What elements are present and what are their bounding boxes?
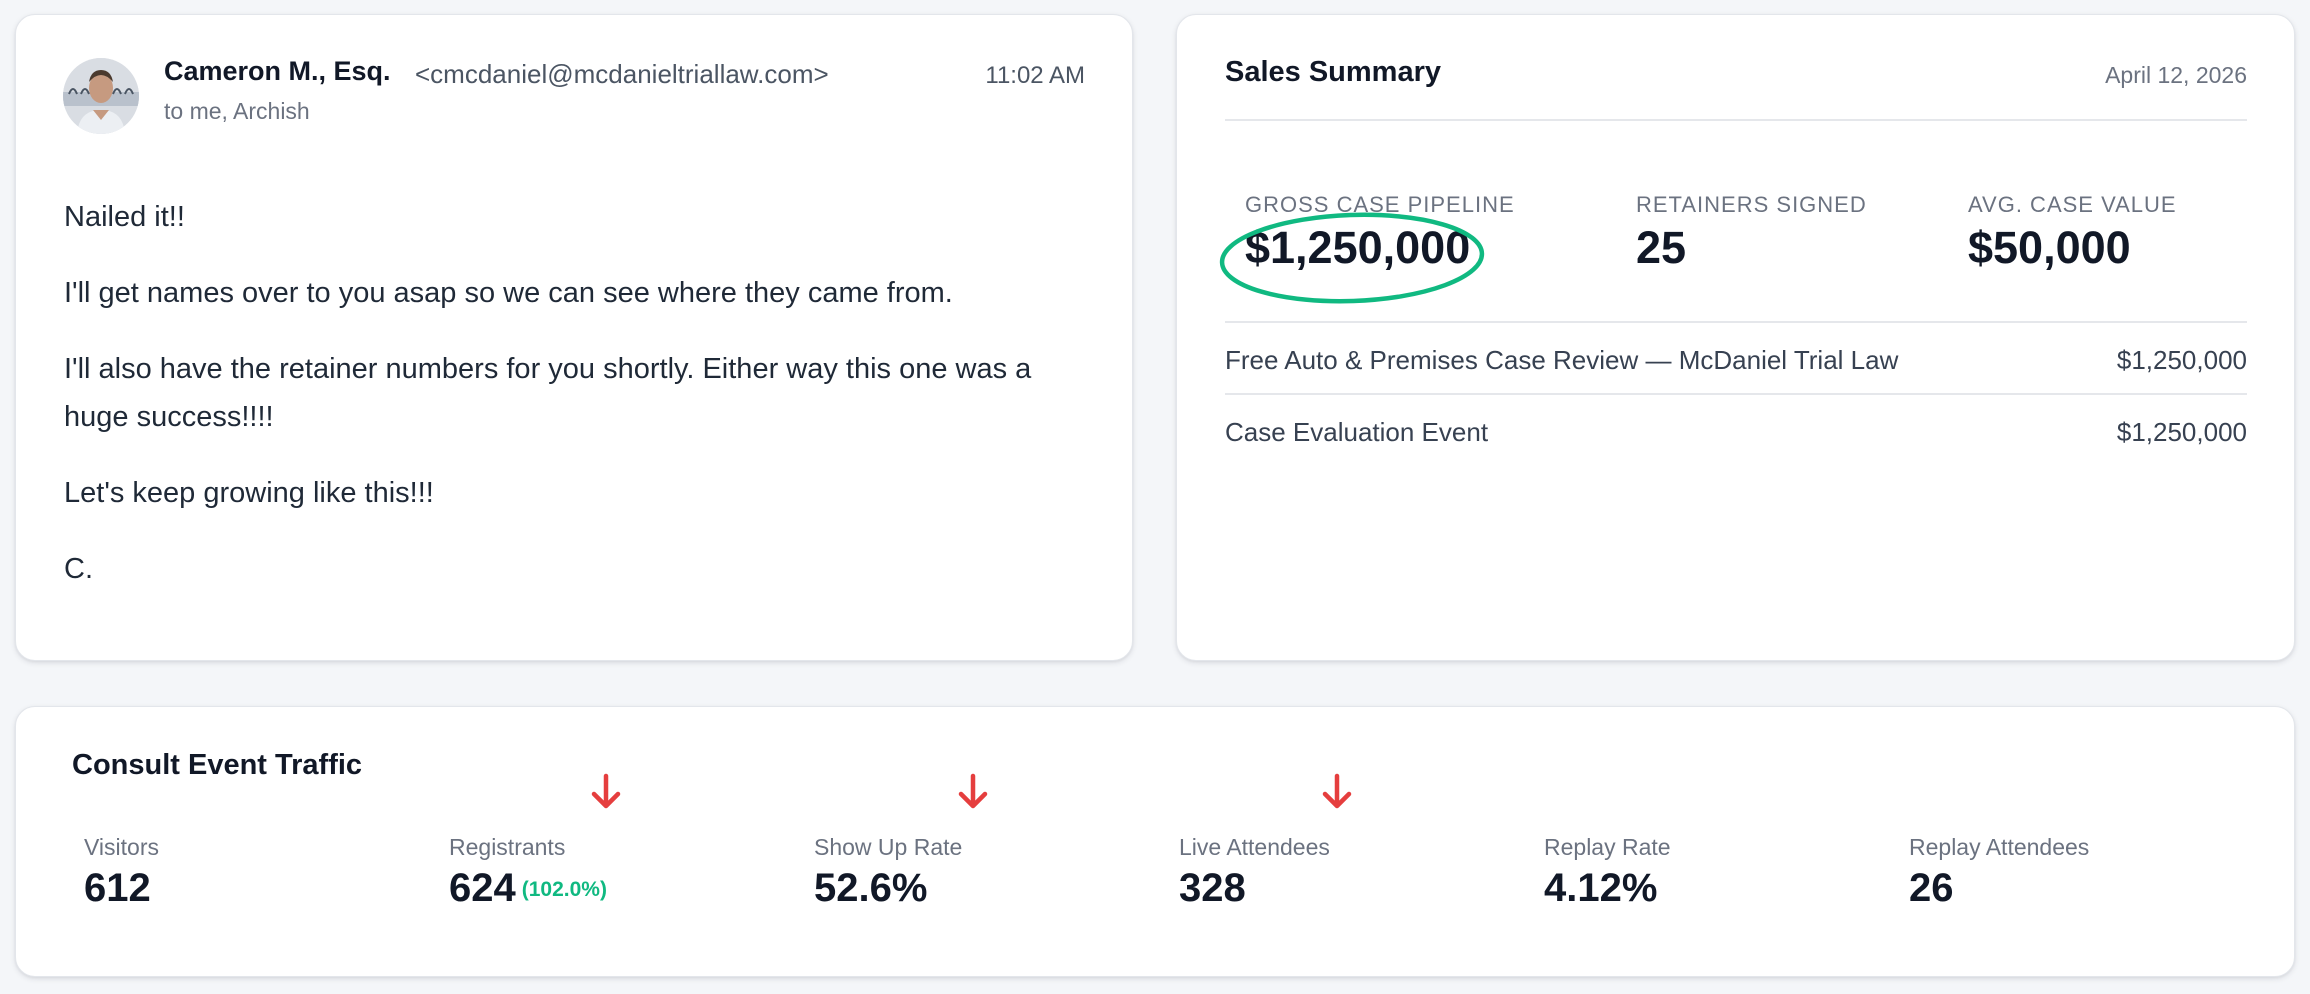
person-avatar-icon — [63, 58, 139, 134]
stat-label-visitors: Visitors — [84, 834, 159, 860]
sales-summary-card: Sales Summary April 12, 2026 GROSS CASE … — [1176, 14, 2295, 661]
sales-summary-title: Sales Summary — [1225, 56, 1442, 88]
stat-label-replay-attendees: Replay Attendees — [1909, 834, 2090, 860]
email-body-line: Let's keep growing like this!!! — [64, 477, 434, 509]
stat-label-registrants: Registrants — [449, 834, 566, 860]
sales-row-label: Free Auto & Premises Case Review — McDan… — [1225, 345, 1899, 375]
stat-value-replay-rate: 4.12% — [1544, 866, 1658, 910]
sales-row-label: Case Evaluation Event — [1225, 417, 1489, 447]
registrants-delta-badge: (102.0%) — [521, 878, 607, 902]
down-arrow-icon — [958, 773, 988, 809]
email-body: Nailed it!! I'll get names over to you a… — [64, 193, 1094, 621]
email-body-line: I'll get names over to you asap so we ca… — [64, 277, 953, 309]
metric-value-gross-pipeline: $1,250,000 — [1245, 222, 1471, 273]
stat-value-live-attendees: 328 — [1179, 866, 1246, 910]
stat-value-visitors: 612 — [84, 866, 151, 910]
email-body-line: Nailed it!! — [64, 201, 185, 233]
metric-label-retainers-signed: RETAINERS SIGNED — [1636, 192, 1867, 217]
sender-avatar[interactable] — [63, 58, 139, 134]
email-body-line: I'll also have the retainer numbers for … — [64, 353, 1032, 433]
email-signature: C. — [64, 553, 93, 585]
stat-label-show-up-rate: Show Up Rate — [814, 834, 963, 860]
traffic-title: Consult Event Traffic — [72, 749, 363, 781]
sales-row-value: $1,250,000 — [2116, 345, 2247, 375]
metric-value-avg-case-value: $50,000 — [1968, 222, 2131, 273]
metric-label-avg-case-value: AVG. CASE VALUE — [1968, 192, 2177, 217]
stat-value-replay-attendees: 26 — [1909, 866, 1954, 910]
sales-summary-date: April 12, 2026 — [2105, 62, 2247, 88]
consult-event-traffic-card: Consult Event Traffic Visitors 612 Regis… — [15, 706, 2295, 977]
stat-value-registrants-number: 624 — [449, 866, 516, 910]
sales-row-value: $1,250,000 — [2116, 417, 2247, 447]
stat-label-live-attendees: Live Attendees — [1179, 834, 1330, 860]
divider — [1225, 393, 2247, 395]
down-arrow-icon — [591, 773, 621, 809]
email-timestamp: 11:02 AM — [985, 62, 1085, 89]
down-arrow-icon — [1322, 773, 1352, 809]
divider — [1225, 321, 2247, 323]
highlight-circle-annotation — [1219, 212, 1485, 304]
sender-name[interactable]: Cameron M., Esq. — [164, 56, 391, 86]
sender-email[interactable]: <cmcdaniel@mcdanieltriallaw.com> — [415, 59, 829, 89]
metric-value-retainers-signed: 25 — [1636, 222, 1687, 273]
stat-value-registrants: 624 (102.0%) — [449, 866, 607, 911]
stat-value-show-up-rate: 52.6% — [814, 866, 928, 910]
stat-label-replay-rate: Replay Rate — [1544, 834, 1671, 860]
email-card: Cameron M., Esq. <cmcdaniel@mcdanieltria… — [15, 14, 1133, 661]
divider — [1225, 119, 2247, 121]
email-recipients[interactable]: to me, Archish — [164, 98, 310, 124]
